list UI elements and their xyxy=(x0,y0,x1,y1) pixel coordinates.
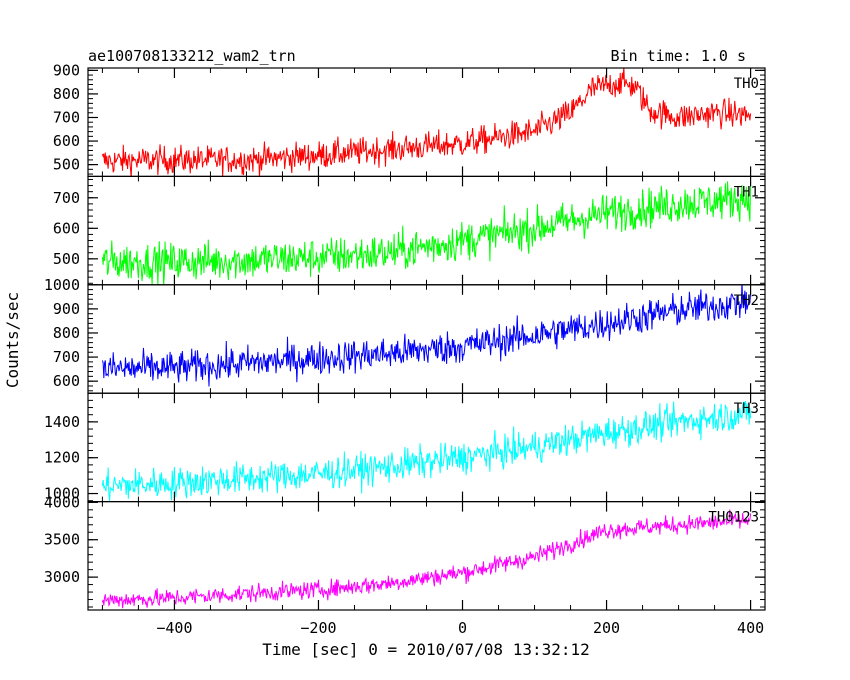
panel-label-th2: TH2 xyxy=(734,293,759,309)
series-line-th2 xyxy=(101,284,752,387)
y-tick-label: 3500 xyxy=(44,531,80,549)
panel-label-th1: TH1 xyxy=(734,184,759,200)
panel-th0: 500 600 700 800 900 TH0 xyxy=(53,61,766,178)
series-line-th3 xyxy=(101,400,752,502)
x-tick-label: 400 xyxy=(737,619,764,637)
panels-group: 500 600 700 800 900 TH0 500 600 700 TH1 600 700 800 9… xyxy=(44,61,766,611)
series-line-th0123 xyxy=(101,509,752,609)
panel-frame xyxy=(87,392,766,503)
panel-th0123: 3000 3500 4000 TH0123 xyxy=(44,493,766,611)
y-tick-label: 700 xyxy=(53,348,80,366)
y-tick-label: 900 xyxy=(53,61,80,79)
panel-label-th3: TH3 xyxy=(734,401,759,417)
x-tick-label: 0 xyxy=(458,619,467,637)
panel-th3: 1000 1200 1400 TH3 xyxy=(44,392,766,503)
panel-th2: 600 700 800 900 1000 TH2 xyxy=(44,276,766,394)
y-tick-label: 1400 xyxy=(44,413,80,431)
y-tick-label: 500 xyxy=(53,156,80,174)
y-axis-title: Counts/sec xyxy=(3,292,22,388)
y-tick-label: 600 xyxy=(53,132,80,150)
x-axis-title: Time [sec] 0 = 2010/07/08 13:32:12 xyxy=(262,640,590,659)
y-tick-label: 1000 xyxy=(44,276,80,294)
x-tick-label: 200 xyxy=(593,619,620,637)
panel-label-th0123: TH0123 xyxy=(708,510,759,526)
bin-time-label: Bin time: 1.0 s xyxy=(611,47,746,65)
y-tick-label: 4000 xyxy=(44,493,80,511)
x-axis: −400 −200 0 200 400 xyxy=(156,619,764,637)
y-tick-label: 1000 xyxy=(44,485,80,503)
panel-frame xyxy=(87,284,766,394)
y-tick-label: 500 xyxy=(53,250,80,268)
x-tick-label: −400 xyxy=(156,619,192,637)
y-tick-label: 600 xyxy=(53,219,80,237)
series-line-th0 xyxy=(101,68,752,177)
panel-th1: 500 600 700 TH1 xyxy=(53,175,766,286)
series-line-th1 xyxy=(101,181,752,285)
y-tick-label: 800 xyxy=(53,85,80,103)
y-tick-label: 3000 xyxy=(44,568,80,586)
panel-label-th0: TH0 xyxy=(734,76,759,92)
y-tick-label: 700 xyxy=(53,189,80,207)
x-tick-label: −200 xyxy=(300,619,336,637)
y-tick-label: 800 xyxy=(53,324,80,342)
y-tick-label: 1200 xyxy=(44,449,80,467)
chart-title: ae100708133212_wam2_trn xyxy=(88,47,296,65)
y-tick-label: 700 xyxy=(53,108,80,126)
y-tick-label: 600 xyxy=(53,372,80,390)
y-tick-label: 900 xyxy=(53,300,80,318)
